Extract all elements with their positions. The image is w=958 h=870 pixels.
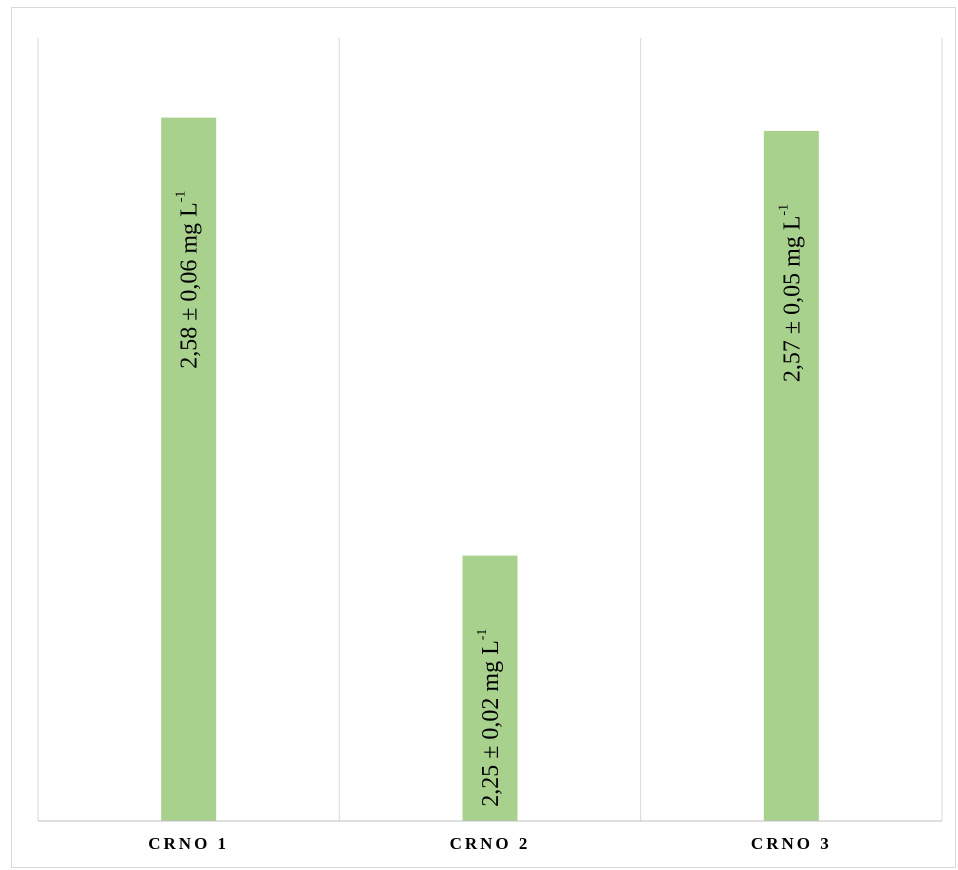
category-label-2: CRNO 2 (450, 834, 531, 853)
bar-3 (763, 130, 819, 821)
bar-2 (462, 555, 518, 821)
data-label-superscript: -1 (475, 629, 490, 641)
data-label-3: 2,57 ± 0,05 mg L-1 (777, 204, 805, 382)
category-labels: CRNO 1 CRNO 2 CRNO 3 (148, 834, 832, 853)
bar-1 (161, 117, 217, 821)
data-labels: 2,58 ± 0,06 mg L-12,25 ± 0,02 mg L-12,57… (174, 191, 805, 807)
category-grid-lines (37, 38, 943, 821)
data-label-2: 2,25 ± 0,02 mg L-1 (475, 629, 503, 807)
bars (161, 117, 819, 821)
data-label-superscript: -1 (777, 204, 792, 216)
data-label-text: 2,58 ± 0,06 mg L (176, 202, 202, 369)
data-label-text: 2,25 ± 0,02 mg L (478, 640, 504, 807)
data-label-superscript: -1 (174, 191, 189, 203)
data-label-1: 2,58 ± 0,06 mg L-1 (174, 191, 202, 369)
category-label-3: CRNO 3 (751, 834, 832, 853)
data-label-text: 2,57 ± 0,05 mg L (779, 216, 805, 383)
category-label-1: CRNO 1 (148, 834, 229, 853)
